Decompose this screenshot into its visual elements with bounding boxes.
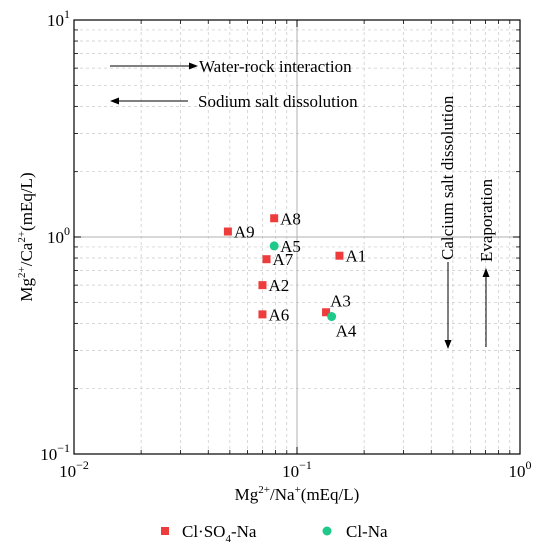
y-tick-label: 10−1 xyxy=(40,441,70,464)
x-axis-label-sup: 2+ xyxy=(258,484,270,496)
point-a4 xyxy=(327,312,337,322)
annotation-calcium-salt-text: Calcium salt dissolution xyxy=(438,95,457,260)
x-axis-label-part: /Na xyxy=(270,485,295,504)
y-tick-label: 101 xyxy=(47,7,70,30)
point-a5 xyxy=(269,241,279,251)
point-a3 xyxy=(322,308,331,317)
annotation-water-rock: Water-rock interaction xyxy=(110,57,352,76)
legend: Cl·SO4-Na Cl-Na xyxy=(161,522,388,545)
point-a6 xyxy=(258,310,267,319)
point-label-a1: A1 xyxy=(345,247,366,266)
point-label-a4: A4 xyxy=(336,322,357,341)
legend-entry-cl-na: Cl-Na xyxy=(346,522,388,541)
y-axis-label-part: Mg xyxy=(17,277,36,301)
point-labels: A1 A2 A3 A6 A7 A8 A9 A4 A5 xyxy=(234,209,366,340)
point-label-a8: A8 xyxy=(280,209,301,228)
x-axis-label: Mg2+/Na+(mEq/L) xyxy=(235,484,360,504)
y-tick-label: 100 xyxy=(47,224,70,247)
y-axis-label-part: /Ca xyxy=(17,242,36,266)
x-axis-label-sup: + xyxy=(295,484,301,496)
annotation-calcium-salt: Calcium salt dissolution xyxy=(438,95,457,349)
x-tick-label: 10−2 xyxy=(59,458,89,481)
x-tick-label: 100 xyxy=(509,458,532,481)
point-a9 xyxy=(223,227,232,236)
point-label-a5: A5 xyxy=(280,237,301,256)
point-a2 xyxy=(258,281,267,290)
y-axis-label: Mg2+/Ca2+(mEq/L) xyxy=(16,172,36,301)
legend-entry-cl-so4-na: Cl·SO4-Na xyxy=(182,522,257,545)
point-label-a6: A6 xyxy=(268,305,289,324)
y-axis-label-sup: 2+ xyxy=(16,231,28,243)
x-axis-label-part: Mg xyxy=(235,485,259,504)
data-points xyxy=(223,214,344,322)
legend-entry-part: -Na xyxy=(231,522,257,541)
y-axis-label-part: (mEq/L) xyxy=(17,172,36,231)
point-label-a2: A2 xyxy=(268,276,289,295)
legend-marker-circle xyxy=(322,526,332,536)
axis-ticks xyxy=(73,19,521,455)
annotation-water-rock-text: Water-rock interaction xyxy=(199,57,352,76)
point-label-a7: A7 xyxy=(273,250,294,269)
legend-entry-sub: 4 xyxy=(225,533,231,545)
annotation-sodium-salt-text: Sodium salt dissolution xyxy=(198,92,358,111)
point-label-a9: A9 xyxy=(234,223,255,242)
y-axis-label-sup: 2+ xyxy=(16,266,28,278)
annotation-evaporation: Evaporation xyxy=(477,178,496,347)
point-a1 xyxy=(335,251,344,260)
point-a7 xyxy=(262,255,271,264)
legend-entry-part: Cl·SO xyxy=(182,522,225,541)
point-a8 xyxy=(270,214,279,223)
reference-lines xyxy=(74,20,520,454)
point-label-a3: A3 xyxy=(330,291,351,310)
annotation-sodium-salt: Sodium salt dissolution xyxy=(110,92,358,111)
annotation-evaporation-text: Evaporation xyxy=(477,178,496,262)
x-tick-label: 10−1 xyxy=(282,458,312,481)
x-axis-label-part: (mEq/L) xyxy=(301,485,360,504)
legend-marker-square xyxy=(161,527,169,535)
